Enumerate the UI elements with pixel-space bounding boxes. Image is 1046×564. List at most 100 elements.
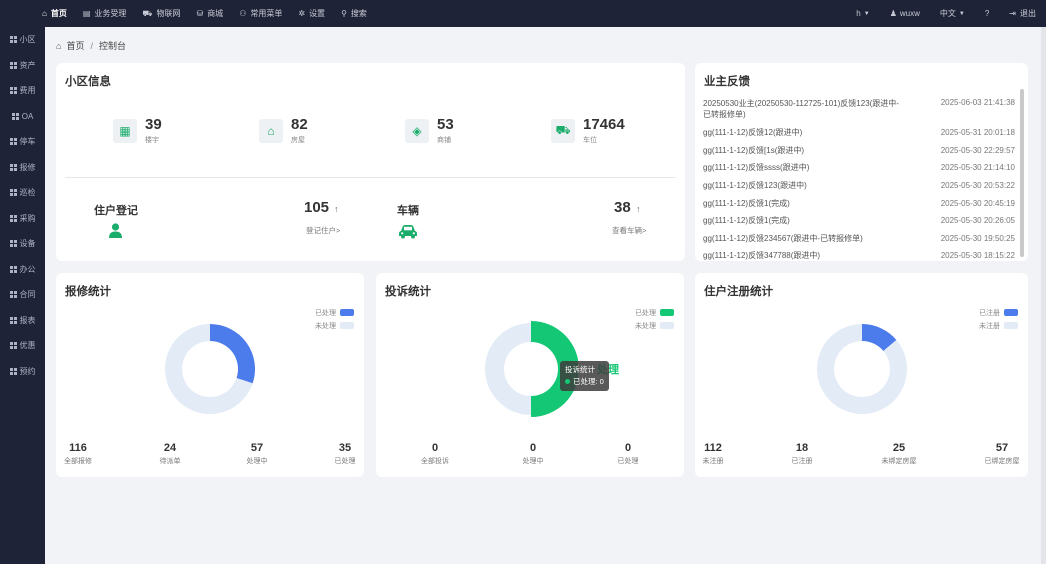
nav-search[interactable]: ⚲ 搜索 [341, 0, 367, 27]
feedback-row[interactable]: gg(111-1-12)反馈1(完成) 2025-05-30 20:26:05 [703, 212, 1015, 230]
grid-icon [9, 189, 17, 197]
nav-business[interactable]: ▤ 业务受理 [83, 0, 127, 27]
sidebar-item-label: OA [21, 111, 34, 121]
donut-slice[interactable] [817, 324, 907, 414]
legend-label: 未处理 [315, 322, 336, 330]
stat-buildings: ▦ 39 楼宇 [113, 117, 162, 145]
sidebar-item[interactable]: 设备 [0, 231, 45, 257]
top-right-menu: h ▼ ♟ wuxw 中文 ▼ ? ⇥ 退出 [836, 0, 1036, 27]
grid-icon [9, 342, 17, 350]
stat-label: 已处理 [334, 458, 356, 465]
feedback-date: 2025-05-30 20:26:05 [940, 216, 1015, 226]
legend-item[interactable]: 未处理 [635, 319, 674, 332]
feedback-row[interactable]: gg(111-1-12)反馈1(完成) 2025-05-30 20:45:19 [703, 194, 1015, 212]
register-donut-chart[interactable] [816, 323, 908, 415]
nav-common-menu[interactable]: ⚇ 常用菜单 [239, 0, 282, 27]
community-label: h [856, 9, 861, 18]
stat-value: 57 [250, 442, 264, 454]
complaint-donut-chart[interactable] [484, 317, 578, 421]
feedback-text: gg(111-1-12)反馈[1s(跟进中) [703, 145, 805, 155]
legend-item[interactable]: 已处理 [635, 306, 674, 319]
repair-donut-chart[interactable] [164, 323, 256, 415]
feedback-scrollbar[interactable] [1020, 89, 1024, 257]
nav-label: 业务受理 [94, 9, 127, 18]
sidebar-item[interactable]: 合同 [0, 282, 45, 308]
caret-down-icon: ▼ [958, 10, 965, 17]
feedback-date: 2025-05-30 21:14:10 [940, 163, 1015, 173]
resident-title: 住户登记 [94, 205, 138, 217]
sidebar-item[interactable]: 报表 [0, 308, 45, 334]
sidebar-item-label: 费用 [19, 86, 36, 96]
grid-icon [9, 291, 17, 299]
user-menu[interactable]: ♟ wuxw [890, 9, 920, 18]
sidebar-item[interactable]: 巡检 [0, 180, 45, 206]
sidebar-item[interactable]: 小区 [0, 27, 45, 53]
stat-label: 全部报修 [64, 458, 92, 465]
feedback-row[interactable]: gg(111-1-12)反馈ssss(跟进中) 2025-05-30 21:14:… [703, 159, 1015, 177]
series-dot [565, 379, 570, 384]
stat-value: 25 [892, 442, 906, 454]
card-title: 业主反馈 [704, 76, 750, 88]
breadcrumb-home[interactable]: 首页 [66, 41, 85, 51]
tooltip-line: 已处理: 0 [565, 376, 604, 388]
legend-swatch [340, 309, 354, 316]
resident-count: 105 [304, 199, 330, 216]
feedback-row[interactable]: gg(111-1-12)反馈347788(跟进中) 2025-05-30 18:1… [703, 247, 1015, 265]
stat-item: 57 处理中 [239, 442, 275, 466]
sidebar-item[interactable]: 费用 [0, 78, 45, 104]
community-switch[interactable]: h ▼ [856, 9, 869, 18]
feedback-row[interactable]: gg(111-1-12)反馈123(跟进中) 2025-05-30 20:53:2… [703, 177, 1015, 195]
feedback-row[interactable]: gg(111-1-12)反馈[1s(跟进中) 2025-05-30 22:29:5… [703, 142, 1015, 160]
view-vehicles-link[interactable]: 查看车辆> [612, 226, 647, 235]
stat-value: 0 [624, 442, 632, 454]
donut-slice[interactable] [210, 324, 255, 384]
feedback-date: 2025-05-30 18:15:22 [940, 251, 1015, 261]
stat-label: 车位 [583, 137, 597, 144]
legend-item[interactable]: 未注册 [979, 319, 1018, 332]
register-resident-link[interactable]: 登记住户> [306, 226, 341, 235]
feedback-date: 2025-05-31 20:01:18 [940, 128, 1015, 138]
language-select[interactable]: 中文 ▼ [940, 8, 965, 19]
nav-iot[interactable]: ⛟ 物联网 [142, 0, 180, 27]
sidebar-item[interactable]: 优惠 [0, 333, 45, 359]
breadcrumb: ⌂ 首页 / 控制台 [56, 39, 126, 52]
donut-slice[interactable] [484, 323, 531, 415]
donut-slice[interactable] [531, 321, 578, 417]
arrow-up-icon: ↑ [334, 204, 339, 214]
feedback-text: gg(111-1-12)反馈12(跟进中) [703, 128, 803, 138]
stat-label: 商铺 [437, 137, 451, 144]
stat-label: 楼宇 [145, 137, 159, 144]
sidebar-item[interactable]: 停车 [0, 129, 45, 155]
sidebar-item[interactable]: OA [0, 104, 45, 130]
nav-label: 设置 [309, 9, 326, 18]
sidebar-item-label: 办公 [19, 264, 36, 274]
help-button[interactable]: ? [985, 9, 989, 18]
feedback-date: 2025-05-30 20:45:19 [940, 198, 1015, 208]
stat-label: 处理中 [522, 458, 544, 465]
nav-home[interactable]: ⌂ 首页 [42, 0, 67, 27]
legend-item[interactable]: 已处理 [315, 306, 354, 319]
tooltip-value: 已处理: 0 [573, 377, 604, 386]
legend-swatch [1004, 309, 1018, 316]
sidebar-item-label: 设备 [19, 239, 36, 249]
feedback-row[interactable]: gg(111-1-12)反馈234567(跟进中-已转报修单) 2025-05-3… [703, 230, 1015, 248]
logout-button[interactable]: ⇥ 退出 [1009, 8, 1036, 19]
legend-item[interactable]: 已注册 [979, 306, 1018, 319]
sidebar-item[interactable]: 资产 [0, 53, 45, 79]
grid-icon [9, 138, 17, 146]
nav-mall[interactable]: ⛁ 商城 [196, 0, 223, 27]
sidebar-item[interactable]: 报修 [0, 155, 45, 181]
nav-settings[interactable]: ✲ 设置 [298, 0, 325, 27]
card-title: 小区信息 [65, 76, 111, 88]
legend-item[interactable]: 未处理 [315, 319, 354, 332]
sidebar-item[interactable]: 办公 [0, 257, 45, 283]
page-scrollbar[interactable] [1041, 27, 1046, 564]
feedback-row[interactable]: gg(111-1-12)反馈12(跟进中) 2025-05-31 20:01:18 [703, 124, 1015, 142]
sidebar-item[interactable]: 采购 [0, 206, 45, 232]
feedback-row[interactable]: 20250530业主(20250530-112725-101)反馈123(跟进中… [703, 96, 1015, 124]
donut-slice[interactable] [165, 324, 253, 414]
donut-slice[interactable] [862, 324, 897, 351]
sidebar-item[interactable]: 预约 [0, 359, 45, 385]
sitemap-icon: ⚇ [239, 9, 247, 18]
nav-label: 商城 [207, 9, 224, 18]
